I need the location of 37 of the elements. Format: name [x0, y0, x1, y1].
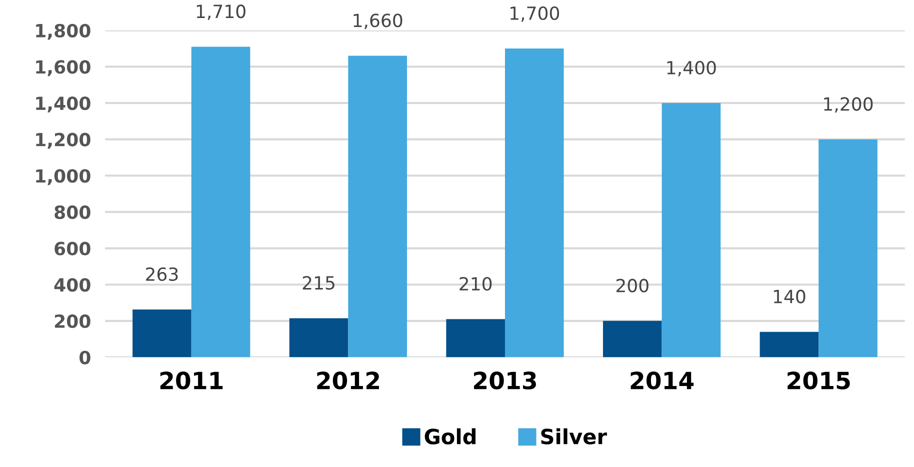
bar [348, 56, 407, 358]
y-tick-label: 0 [80, 350, 90, 364]
data-label: 1,700 [510, 6, 560, 22]
y-tick-label: 1,600 [36, 60, 90, 76]
data-label: 200 [616, 278, 648, 292]
y-tick-label: 1,200 [36, 132, 90, 149]
bar [602, 320, 662, 358]
data-label: 1,400 [667, 60, 716, 76]
data-label: 210 [460, 276, 492, 291]
bar [504, 48, 564, 358]
data-label: 1,660 [354, 14, 402, 30]
y-tick-label: 800 [54, 205, 90, 220]
x-tick-label: 2013 [474, 372, 536, 390]
y-tick-label: 1,000 [36, 169, 90, 186]
data-label: 1,200 [824, 97, 873, 113]
x-tick-label: 2012 [317, 372, 379, 390]
data-label: 215 [302, 276, 334, 290]
y-tick-label: 200 [54, 314, 90, 328]
bar [818, 139, 878, 358]
x-tick-label: 2015 [788, 372, 850, 390]
bar [446, 319, 505, 358]
data-label: 263 [146, 267, 178, 281]
bar [289, 318, 348, 358]
legend-label: Silver [541, 428, 607, 444]
bar [662, 103, 721, 358]
y-tick-label: 1,800 [36, 24, 90, 40]
legend-label: Gold [424, 428, 476, 444]
x-tick-label: 2014 [630, 372, 694, 390]
x-tick-label: 2011 [160, 372, 223, 390]
bar [191, 46, 250, 358]
bar [132, 309, 192, 358]
data-label: 1,710 [196, 4, 246, 20]
y-tick-label: 1,400 [36, 96, 90, 112]
data-label: 140 [774, 290, 806, 304]
y-tick-label: 600 [54, 242, 90, 256]
y-tick-label: 400 [54, 278, 90, 292]
bar [760, 332, 819, 358]
